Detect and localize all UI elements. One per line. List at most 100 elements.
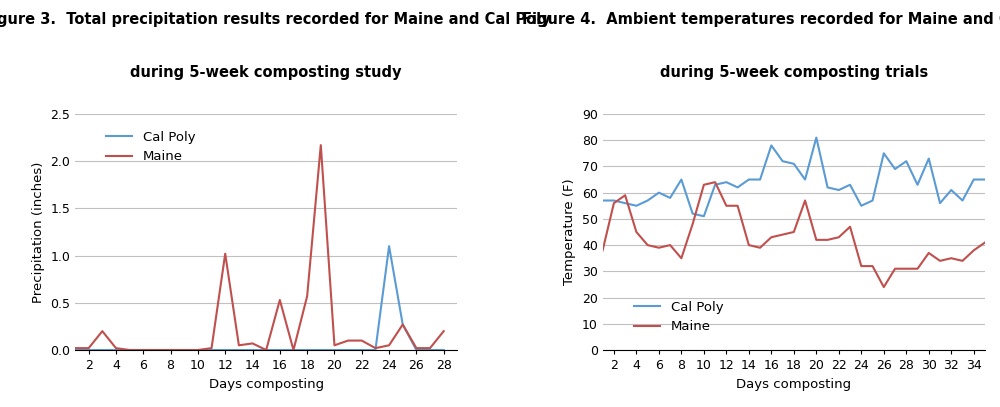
Cal Poly — [178, 348, 190, 352]
Cal Poly — [410, 348, 422, 352]
Cal Poly — [765, 143, 777, 148]
Maine — [675, 256, 687, 260]
Maine — [287, 348, 299, 352]
Cal Poly — [934, 201, 946, 206]
Maine — [206, 346, 218, 350]
Maine — [178, 348, 190, 352]
Cal Poly — [867, 198, 879, 203]
Line: Cal Poly: Cal Poly — [603, 138, 985, 216]
Maine — [165, 348, 177, 352]
Cal Poly — [833, 188, 845, 193]
Cal Poly — [110, 348, 122, 352]
Maine — [743, 243, 755, 247]
Cal Poly — [137, 348, 149, 352]
Maine — [945, 256, 957, 260]
Cal Poly — [698, 214, 710, 219]
Cal Poly — [151, 348, 163, 352]
Legend: Cal Poly, Maine: Cal Poly, Maine — [101, 125, 201, 168]
Cal Poly — [206, 348, 218, 352]
Line: Maine: Maine — [603, 182, 985, 287]
Line: Maine: Maine — [75, 145, 444, 350]
Maine — [664, 243, 676, 247]
Cal Poly — [247, 348, 259, 352]
Maine — [923, 251, 935, 256]
Cal Poly — [900, 159, 912, 164]
Cal Poly — [192, 348, 204, 352]
Cal Poly — [687, 211, 699, 216]
Maine — [732, 204, 744, 208]
Maine — [438, 329, 450, 334]
Maine — [369, 346, 381, 350]
Maine — [233, 343, 245, 348]
Maine — [315, 143, 327, 148]
Cal Poly — [630, 204, 642, 208]
Cal Poly — [608, 198, 620, 203]
Maine — [867, 264, 879, 269]
Text: during 5-week composting study: during 5-week composting study — [130, 65, 402, 80]
Cal Poly — [165, 348, 177, 352]
Maine — [754, 245, 766, 250]
Maine — [720, 204, 732, 208]
Cal Poly — [912, 182, 924, 187]
Maine — [709, 180, 721, 185]
Cal Poly — [788, 161, 800, 166]
Maine — [642, 243, 654, 247]
Cal Poly — [664, 195, 676, 200]
Cal Poly — [878, 151, 890, 156]
X-axis label: Days composting: Days composting — [209, 378, 324, 391]
Cal Poly — [945, 188, 957, 193]
Cal Poly — [968, 177, 980, 182]
Text: Figure 4.  Ambient temperatures recorded for Maine and Cal Poly: Figure 4. Ambient temperatures recorded … — [522, 12, 1000, 27]
Cal Poly — [96, 348, 108, 352]
Cal Poly — [619, 201, 631, 206]
Cal Poly — [83, 348, 95, 352]
Maine — [687, 222, 699, 227]
Maine — [630, 230, 642, 234]
Line: Cal Poly: Cal Poly — [75, 246, 444, 350]
Maine — [765, 235, 777, 240]
Maine — [328, 343, 340, 348]
Maine — [342, 338, 354, 343]
Cal Poly — [260, 348, 272, 352]
Maine — [597, 248, 609, 253]
Maine — [608, 201, 620, 206]
Cal Poly — [754, 177, 766, 182]
Maine — [934, 258, 946, 263]
Cal Poly — [356, 348, 368, 352]
Cal Poly — [301, 348, 313, 352]
Cal Poly — [69, 348, 81, 352]
Maine — [260, 348, 272, 352]
Maine — [788, 230, 800, 234]
Maine — [698, 182, 710, 187]
Cal Poly — [383, 244, 395, 249]
Cal Poly — [274, 348, 286, 352]
Maine — [619, 193, 631, 198]
Maine — [69, 346, 81, 350]
Maine — [912, 266, 924, 271]
Cal Poly — [720, 180, 732, 185]
Maine — [889, 266, 901, 271]
Cal Poly — [957, 198, 969, 203]
Maine — [192, 348, 204, 352]
Maine — [110, 346, 122, 350]
Cal Poly — [597, 198, 609, 203]
Maine — [356, 338, 368, 343]
Maine — [383, 343, 395, 348]
X-axis label: Days composting: Days composting — [736, 378, 851, 391]
Cal Poly — [822, 185, 834, 190]
Maine — [83, 346, 95, 350]
Cal Poly — [397, 322, 409, 327]
Cal Poly — [732, 185, 744, 190]
Maine — [124, 348, 136, 352]
Cal Poly — [810, 135, 822, 140]
Cal Poly — [438, 348, 450, 352]
Cal Poly — [328, 348, 340, 352]
Y-axis label: Temperature (F): Temperature (F) — [563, 179, 576, 285]
Cal Poly — [219, 348, 231, 352]
Cal Poly — [777, 159, 789, 164]
Cal Poly — [124, 348, 136, 352]
Cal Poly — [979, 177, 991, 182]
Maine — [844, 224, 856, 229]
Cal Poly — [287, 348, 299, 352]
Maine — [653, 245, 665, 250]
